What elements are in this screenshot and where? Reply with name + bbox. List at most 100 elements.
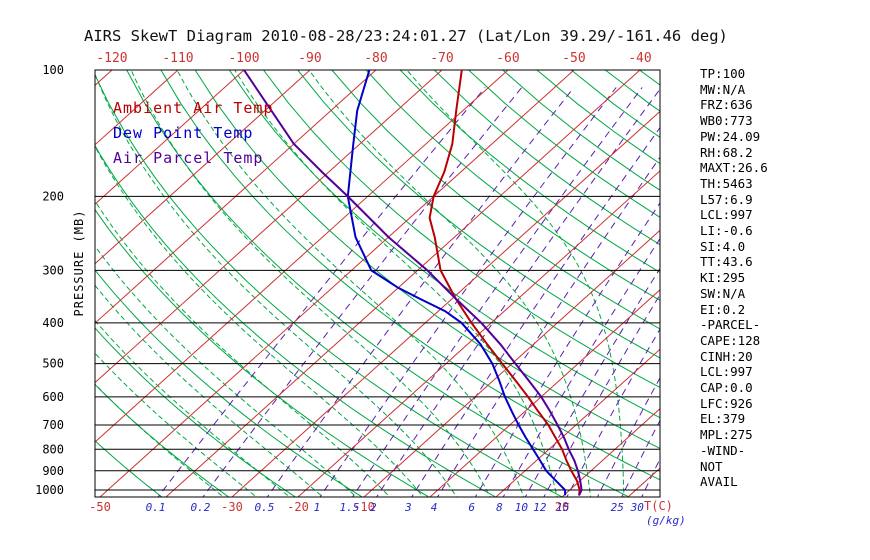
ambient-temp-curve [428, 70, 581, 496]
pressure-tick-label: 700 [42, 418, 64, 432]
mixing-ratio-label: 1.5 [340, 501, 360, 514]
isotherm [561, 408, 660, 497]
moist-adiabat [95, 352, 258, 497]
top-temp-label: -40 [628, 51, 651, 66]
isotherm [95, 70, 443, 384]
dewpoint-temp-curve [346, 70, 567, 496]
mixing-ratio-label: 0.2 [190, 501, 210, 514]
mixing-ratio-label: 10 [515, 501, 529, 514]
chart-title: AIRS SkewT Diagram 2010-08-28/23:24:01.2… [84, 27, 728, 45]
dry-adiabat [365, 70, 660, 301]
isotherm [495, 348, 660, 497]
isotherm [95, 70, 179, 146]
pressure-tick-label: 900 [42, 464, 64, 478]
isotherm [95, 70, 311, 265]
stat-line: LCL:997 [700, 364, 753, 380]
stat-line: CAPE:128 [700, 332, 761, 348]
moist-adiabat [406, 70, 625, 497]
stat-line: FRZ:636 [700, 97, 753, 113]
mixing-ratio-line [376, 88, 660, 497]
mixing-ratio-label: 30 [630, 501, 645, 514]
top-temp-label: -90 [298, 51, 321, 66]
mixing-ratio-line [319, 87, 617, 497]
parcel-temp-curve [243, 70, 583, 496]
isotherm-lines [0, 70, 660, 497]
dry-adiabat [399, 70, 660, 273]
top-temp-label: -80 [364, 51, 387, 66]
mixing-ratio-line [543, 293, 660, 497]
ambient-temp-curve [428, 70, 581, 496]
isotherm [95, 70, 245, 205]
mixing-ratio-labels: 0.1 0.2 0.5 1 1.5 2 3 4 6 8 10 12 15 25 30 [146, 501, 645, 514]
pressure-tick-labels: 100 200 300 400 500 600 700 800 900 1000 [35, 63, 64, 497]
mixing-ratio-label: 15 [556, 501, 569, 514]
stat-line: KI:295 [700, 270, 746, 286]
dewpoint-temp-curve [346, 70, 567, 496]
stat-line: NOT [700, 458, 723, 474]
isotherm [363, 229, 660, 497]
temp-unit-label: T(C) [644, 499, 673, 513]
dry-adiabat [228, 70, 660, 419]
stat-line: CINH:20 [700, 348, 753, 364]
moist-adiabat [95, 284, 324, 497]
stat-line: TT:43.6 [700, 254, 753, 270]
mixing-unit-label: (g/kg) [646, 514, 686, 527]
pressure-tick-label: 100 [42, 63, 64, 77]
isotherm [99, 70, 575, 497]
legend-ambient-air-temp: Ambient Air Temp [113, 99, 274, 117]
top-temp-label: -50 [562, 51, 585, 66]
dry-adiabat [468, 70, 660, 218]
stat-line: CAP:0.0 [700, 380, 753, 396]
isotherm [231, 110, 660, 497]
pressure-tick-label: 600 [42, 390, 64, 404]
stat-line: EL:379 [700, 411, 746, 427]
pressure-tick-label: 400 [42, 316, 64, 330]
plot-border [94, 69, 661, 498]
stat-line: WB0:773 [700, 113, 753, 129]
pressure-tick-label: 300 [42, 263, 64, 277]
mixing-ratio-label: 25 [611, 501, 624, 514]
mixing-ratio-line [566, 328, 660, 497]
top-temp-axis-labels: -120 -110 -100 -90 -80 -70 -60 -50 -40 [96, 51, 651, 66]
isotherm [95, 70, 377, 324]
top-temp-label: -100 [228, 51, 259, 66]
moist-adiabat-lines [95, 70, 625, 497]
pressure-tick-label: 800 [42, 442, 64, 456]
mixing-ratio-line [596, 376, 660, 497]
stat-line: -PARCEL- [700, 317, 761, 333]
top-temp-label: -60 [496, 51, 519, 66]
stat-line: TH:5463 [700, 175, 753, 191]
stat-line: L57:6.9 [700, 191, 753, 207]
stat-line: SW:N/A [700, 285, 746, 301]
stat-line: EI:0.2 [700, 301, 746, 317]
moist-adiabat [95, 145, 424, 497]
pressure-tick-label: 200 [42, 189, 64, 203]
legend-dew-point-temp: Dew Point Temp [113, 124, 254, 142]
bottom-temp-label: -50 [89, 500, 111, 514]
dry-adiabat [194, 70, 660, 450]
isotherm [95, 70, 509, 443]
top-temp-label: -70 [430, 51, 453, 66]
parcel-temp-curve [243, 70, 583, 496]
isotherm [0, 70, 46, 497]
pressure-axis-label: PRESSURE (MB) [72, 209, 86, 317]
stats-panel: TP:100 MW:N/A FRZ:636 WB0:773 PW:24.09 RH:68.… [700, 66, 768, 490]
moist-adiabat [308, 70, 592, 497]
top-temp-label: -120 [96, 51, 127, 66]
stat-line: PW:24.09 [700, 128, 761, 144]
moist-adiabat [234, 70, 558, 497]
mixing-ratio-line [524, 267, 660, 497]
mixing-ratio-label: 6 [468, 501, 475, 514]
pressure-tick-label: 500 [42, 357, 64, 371]
mixing-ratio-label: 2 [370, 501, 377, 514]
bottom-temp-label: -10 [353, 500, 375, 514]
bottom-temp-axis-labels: -50 -30 -20 -10 20 [89, 500, 569, 514]
mixing-ratio-label: 0.1 [146, 501, 166, 514]
top-temp-label: -110 [162, 51, 193, 66]
stat-line: LFC:926 [700, 395, 753, 411]
mixing-ratio-label: 1 [314, 501, 321, 514]
dry-adiabat [434, 70, 660, 246]
stat-line: MW:N/A [700, 81, 746, 97]
